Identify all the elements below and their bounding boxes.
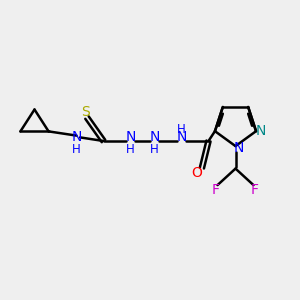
Text: N: N: [71, 130, 82, 144]
Text: S: S: [81, 105, 90, 118]
Text: N: N: [176, 130, 187, 144]
Text: O: O: [191, 167, 202, 180]
Text: H: H: [126, 143, 135, 156]
Text: N: N: [233, 141, 244, 154]
Text: H: H: [177, 123, 186, 136]
Text: N: N: [149, 130, 160, 144]
Text: H: H: [150, 143, 159, 156]
Text: H: H: [72, 143, 81, 156]
Text: F: F: [251, 183, 259, 196]
Text: N: N: [125, 130, 136, 144]
Text: F: F: [212, 183, 220, 196]
Text: N: N: [255, 124, 266, 138]
